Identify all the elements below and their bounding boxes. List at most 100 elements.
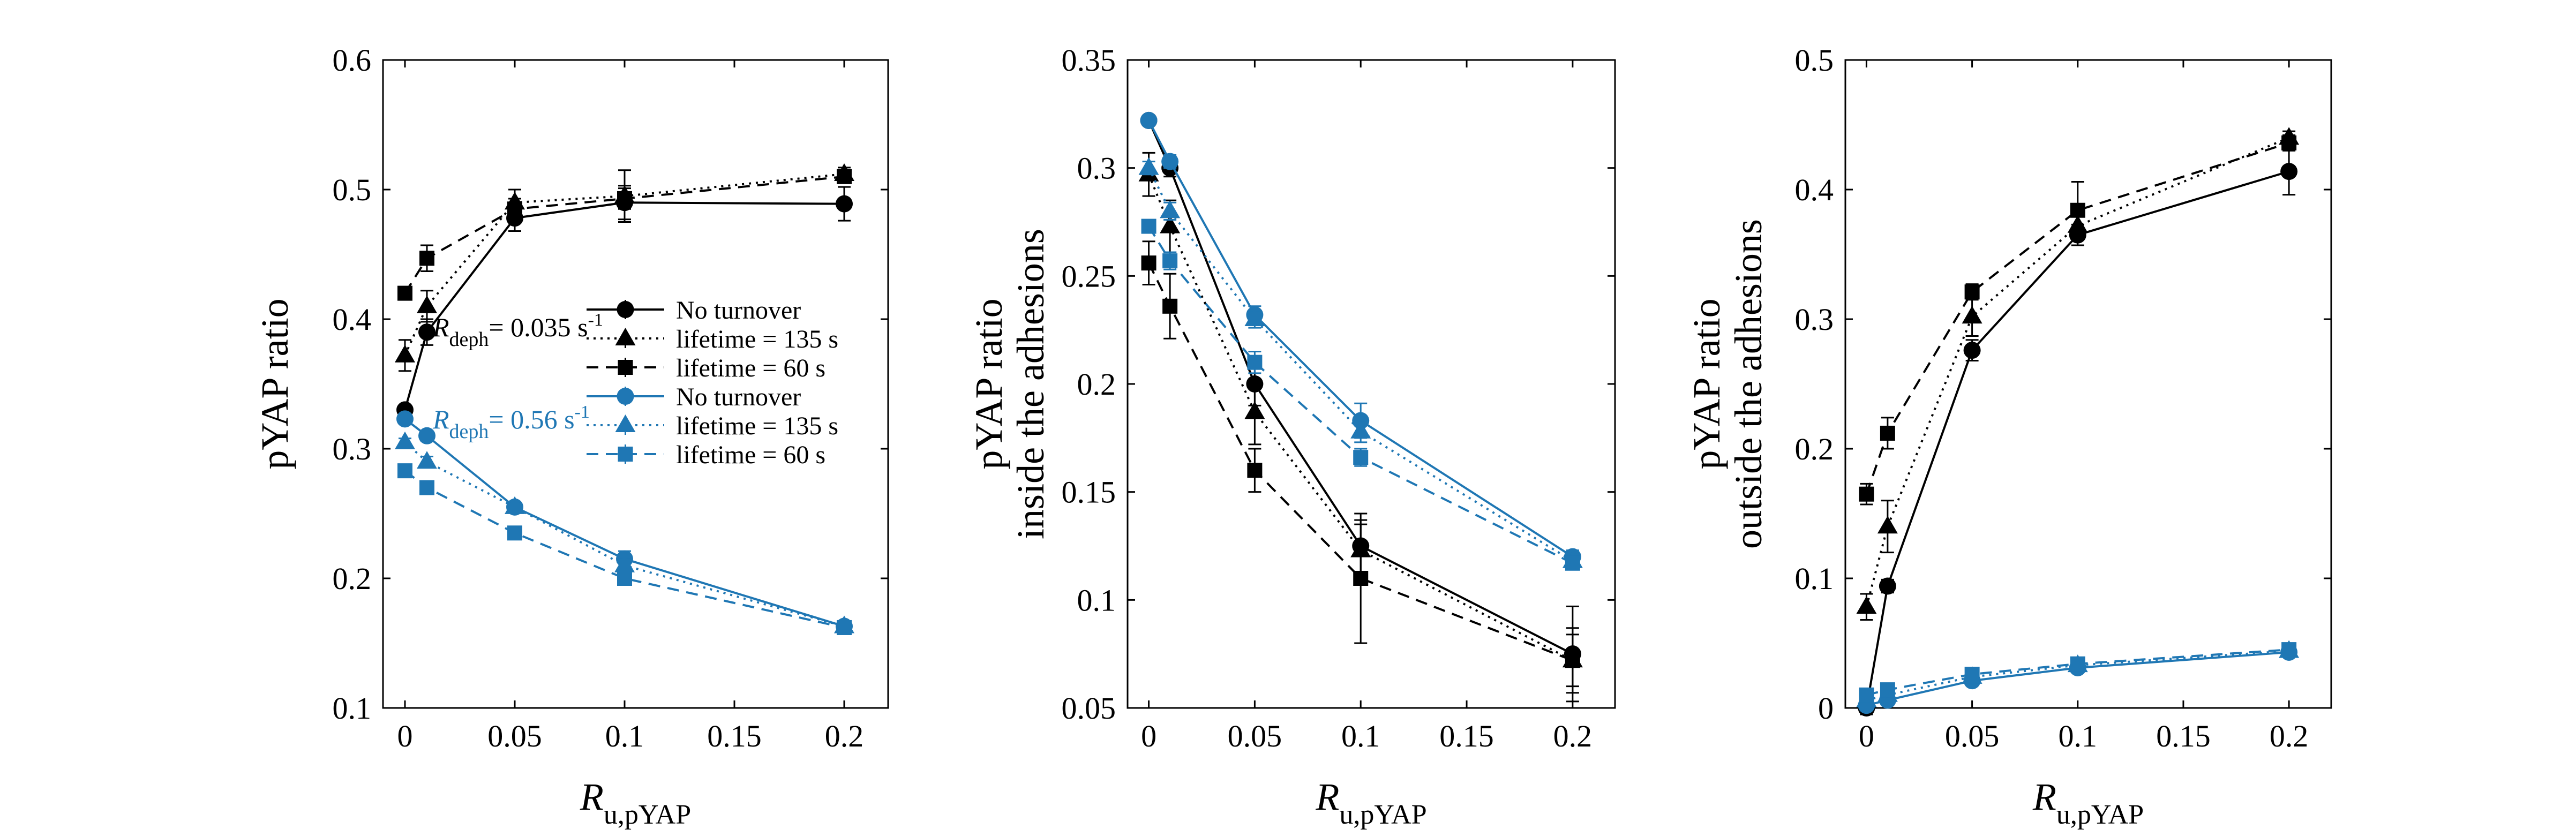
y-tick-label: 0.3 [1077, 151, 1116, 186]
data-point [1565, 653, 1580, 668]
x-axis-label-sub: u,pYAP [604, 800, 691, 830]
data-point [1244, 401, 1265, 419]
series-line [1147, 225, 1573, 564]
series-line [404, 441, 845, 628]
data-point [1859, 486, 1874, 502]
series-line [1147, 120, 1573, 558]
plot-frame [382, 59, 889, 709]
x-axis-label-var: R [1315, 775, 1339, 818]
data-point [1353, 450, 1369, 465]
rdeph-sub: deph [449, 420, 489, 443]
x-axis-label-var: R [580, 775, 604, 818]
x-tick-label: 0 [397, 719, 413, 753]
data-point [396, 410, 414, 428]
x-tick-label: 0.15 [1439, 719, 1494, 753]
y-axis-label: outside the adhesions [1727, 219, 1770, 549]
x-tick-label: 0.05 [1945, 719, 2000, 753]
x-tick-label: 0.1 [605, 719, 644, 753]
plot-frame [1126, 59, 1616, 709]
x-tick-label: 0.1 [2059, 719, 2098, 753]
x-axis-label: Ru,pYAP [2032, 775, 2144, 830]
x-axis-label-sub: u,pYAP [1339, 800, 1426, 830]
data-point [2280, 163, 2298, 180]
series-line [1865, 141, 2289, 495]
y-axis-label: inside the adhesions [1009, 229, 1052, 539]
series-5 [1141, 218, 1580, 571]
x-tick-label: 0 [1859, 719, 1874, 753]
data-point [1879, 577, 1896, 595]
data-point [2070, 202, 2085, 218]
rdeph-value: = 0.035 s [489, 312, 588, 342]
data-point [617, 571, 632, 586]
data-point [417, 451, 437, 469]
legend-label: lifetime = 60 s [676, 354, 825, 382]
data-point [1856, 596, 1877, 614]
legend-marker [615, 414, 636, 432]
y-tick-label: 0.6 [333, 43, 372, 78]
series-4 [1138, 157, 1583, 569]
y-tick-label: 0.2 [1077, 367, 1116, 402]
y-tick-label: 0.3 [1795, 302, 1834, 337]
data-point [417, 295, 437, 313]
data-point [1162, 298, 1178, 314]
y-axis-label: pYAP ratio [1685, 298, 1728, 469]
data-point [1880, 425, 1895, 441]
series-2 [1141, 240, 1580, 694]
y-tick-label: 0.2 [1795, 432, 1834, 466]
data-point [1244, 308, 1265, 326]
series-line [404, 470, 845, 629]
data-point [1963, 342, 1981, 359]
series-5 [397, 463, 852, 635]
y-tick-label: 0.25 [1062, 259, 1116, 293]
rdeph-sup: -1 [575, 402, 590, 422]
legend-label: No turnover [676, 383, 801, 411]
legend-entry: No turnover [587, 296, 801, 325]
series-2 [1859, 134, 2297, 506]
legend-label: lifetime = 60 s [676, 441, 825, 469]
rdeph-annotation: Rdeph= 0.56 s-1 [432, 402, 590, 443]
series-line [1147, 167, 1573, 562]
y-tick-label: 0.1 [333, 691, 372, 726]
data-point [1964, 667, 1980, 682]
data-point [1141, 218, 1156, 234]
legend-entry: lifetime = 135 s [587, 412, 838, 440]
series-line [1865, 170, 2289, 708]
data-point [397, 285, 412, 301]
rdeph-sub: deph [449, 328, 489, 351]
x-tick-label: 0.1 [1341, 719, 1380, 753]
data-point [418, 427, 435, 444]
legend-entry: lifetime = 135 s [587, 325, 838, 353]
data-point [614, 554, 635, 572]
rdeph-value: = 0.56 s [489, 404, 574, 434]
x-tick-label: 0.15 [707, 719, 762, 753]
data-point [1353, 571, 1369, 586]
y-tick-label: 0.2 [333, 561, 372, 596]
data-point [2281, 135, 2297, 150]
rdeph-sup: -1 [588, 310, 603, 330]
rdeph-annotation: Rdeph= 0.035 s-1 [432, 310, 603, 351]
legend-marker [618, 447, 633, 462]
series-3 [1140, 111, 1581, 565]
x-tick-label: 0 [1141, 719, 1156, 753]
y-tick-label: 0.15 [1062, 475, 1116, 510]
data-point [397, 463, 412, 479]
panel-right: 0 0.05 0.1 0.15 0.2 0 0.1 0.2 0.3 0.4 0.5 Ru,pYAP pY… [1685, 43, 2332, 830]
data-point [1247, 463, 1263, 478]
data-point [837, 620, 852, 635]
legend-marker [615, 328, 636, 345]
legend-entry: lifetime = 60 s [587, 354, 825, 382]
legend-label: No turnover [676, 296, 801, 325]
data-point [2281, 642, 2297, 658]
data-point [507, 525, 522, 541]
x-tick-label: 0.15 [2156, 719, 2211, 753]
legend-label: lifetime = 135 s [676, 325, 838, 353]
rdeph-var: R [432, 312, 449, 342]
y-tick-label: 0.5 [333, 172, 372, 207]
x-tick-label: 0.05 [487, 719, 542, 753]
legend-entry: No turnover [587, 383, 801, 411]
data-point [419, 251, 434, 266]
legend-entry: lifetime = 60 s [587, 441, 825, 469]
y-tick-label: 0 [1818, 691, 1834, 726]
data-point [418, 323, 435, 341]
